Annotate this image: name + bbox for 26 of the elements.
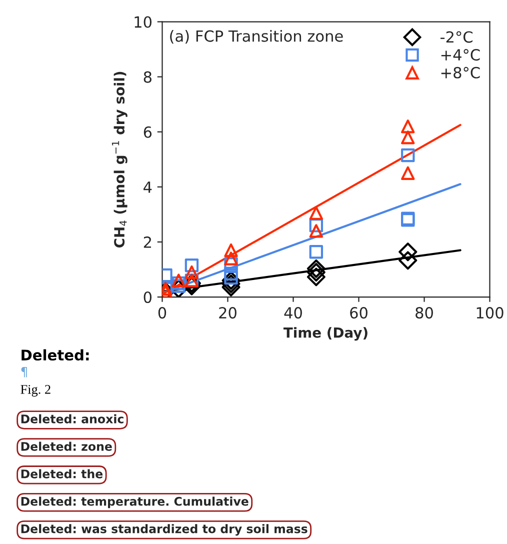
- x-tick-label: 40: [284, 307, 302, 319]
- y-tick-label: 2: [144, 236, 151, 248]
- text: ¶: [21, 366, 27, 378]
- y-tick-label: 10: [134, 16, 152, 28]
- legend-label: -2°C: [440, 31, 472, 43]
- caption: Fig. 2: [20, 384, 50, 397]
- chart-title: (a) FCP Transition zone: [170, 30, 343, 44]
- x-tick-label: 100: [476, 307, 504, 319]
- text: Deleted:: [22, 349, 89, 361]
- x-tick-label: 20: [219, 307, 236, 319]
- text: Deleted: temperature. Cumulative: [21, 496, 248, 508]
- x-axis-title: Time (Day): [283, 327, 368, 341]
- y-tick-label: 0: [144, 291, 152, 304]
- y-tick-label: 4: [144, 182, 152, 193]
- x-tick-label: 0: [158, 307, 166, 319]
- legend-label: +8°C: [441, 66, 480, 78]
- y-tick-label: 8: [144, 71, 152, 83]
- text: Deleted: zone: [21, 442, 112, 451]
- x-tick-label: 60: [350, 307, 368, 319]
- legend-label: +4°C: [441, 49, 480, 61]
- y-tick-label: 6: [144, 126, 152, 138]
- text: Deleted: anoxic: [21, 414, 124, 424]
- text: Deleted: the: [21, 469, 103, 478]
- y-axis-title: CH$_{4}$ (µmol g$^{−1}$ dry soil): [112, 72, 128, 248]
- text: Deleted: was standardized to dry soil mass: [21, 524, 308, 536]
- x-tick-label: 80: [416, 307, 433, 319]
